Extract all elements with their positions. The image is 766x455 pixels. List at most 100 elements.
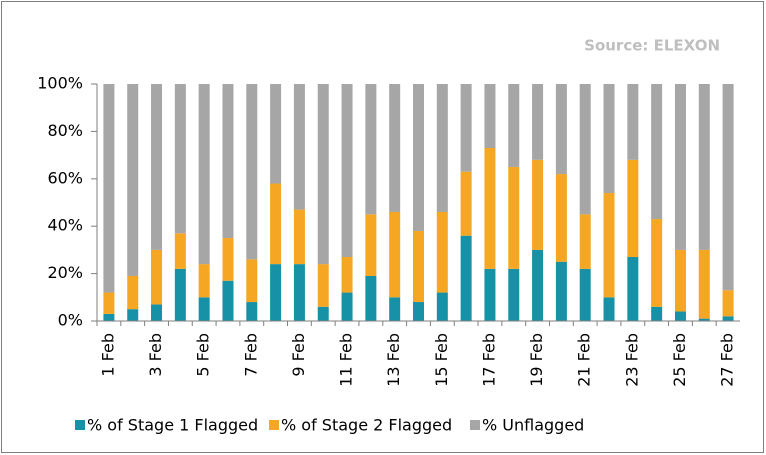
bar-segment [484,268,496,321]
bar-segment [460,171,472,236]
bar-segment [341,292,353,321]
bar-segment [293,84,305,210]
bar-segment [627,84,639,160]
bar-segment [555,84,567,175]
bar-segment [222,238,234,281]
bar-segment [508,84,520,167]
bar-segment [341,257,353,293]
bar-segment [413,230,424,303]
bar-segment [698,84,710,250]
bar-segment [198,84,210,265]
x-tick-label: 5 Feb [194,333,213,377]
x-tick-label: 25 Feb [670,333,689,387]
bar-segment [579,268,591,321]
bar-segment [103,84,115,293]
bar-segment [174,268,186,321]
bar-segment [651,84,663,220]
bar-segment [579,214,591,269]
bar-segment [151,249,163,305]
bar-segment [722,84,734,291]
legend-label: % of Stage 1 Flagged [87,416,258,435]
bar-segment [674,311,686,321]
bar-segment [246,302,258,321]
bar-segment [627,257,639,321]
bar-segment [508,268,520,321]
bar-segment [246,84,258,260]
x-tick-label: 3 Feb [146,333,165,377]
y-tick-label: 40% [47,216,83,235]
bar-segment [127,309,139,321]
bar-segment [389,211,401,298]
x-tick-label: 1 Feb [98,333,117,377]
bar-segment [532,84,544,160]
legend-swatch [269,420,279,430]
bar-segment [270,84,282,184]
bar-segment [460,84,472,172]
x-tick-label: 9 Feb [289,333,308,377]
x-tick-label: 15 Feb [432,333,451,387]
bar-segment [365,275,377,321]
bar-segment [127,84,139,276]
x-tick-label: 19 Feb [527,333,546,387]
bar-segment [103,313,115,321]
legend-label: % of Stage 2 Flagged [281,416,452,435]
bar-segment [270,264,282,321]
bar-segment [555,261,567,321]
x-tick-label: 7 Feb [241,333,260,377]
bar-segment [722,316,734,321]
x-tick-label: 13 Feb [384,333,403,387]
legend-label: % Unflagged [482,416,584,435]
bar-segment [413,302,424,321]
bar-segment [436,292,448,321]
y-tick-label: 80% [47,121,83,140]
x-tick-label: 17 Feb [479,333,498,387]
bar-segment [674,84,686,250]
bar-segment [627,159,639,258]
bar-segment [460,235,472,321]
bar-segment [651,219,663,307]
bar-segment [508,166,520,269]
bar-segment [389,297,401,321]
bar-segment [532,249,544,321]
bar-segment [341,84,353,258]
bar-segment [532,159,544,250]
bar-segment [246,259,258,303]
x-tick-label: 11 Feb [337,333,356,387]
bar-segment [555,174,567,262]
bar-segment [484,84,496,148]
y-tick-label: 0% [58,311,83,330]
y-tick-label: 60% [47,168,83,187]
bar-segment [484,147,496,269]
bar-segment [436,211,448,293]
bar-segment [293,264,305,321]
bar-segment [317,264,329,307]
y-tick-label: 20% [47,263,83,282]
legend-swatch [75,420,85,430]
bar-segment [436,84,448,212]
bar-segment [174,84,186,234]
bar-segment [103,292,115,314]
bar-segment [317,306,329,321]
bar-segment [365,84,377,215]
bar-segment [674,249,686,312]
bar-segment [198,264,210,298]
x-tick-label: 21 Feb [575,333,594,387]
bar-segment [127,275,139,310]
bar-segment [365,214,377,276]
source: Source: ELEXON [584,37,720,55]
bar-segment [151,84,163,250]
bar-segment [198,297,210,321]
bar-segment [389,84,401,212]
legend-swatch [470,420,480,430]
bar-segment [293,209,305,265]
bar-segment [698,318,710,321]
bar-segment [317,84,329,265]
bar-segment [413,84,424,231]
bar-segment [603,193,615,298]
bar-segment [698,249,710,319]
bar-segment [222,280,234,321]
bar-segment [151,304,163,321]
